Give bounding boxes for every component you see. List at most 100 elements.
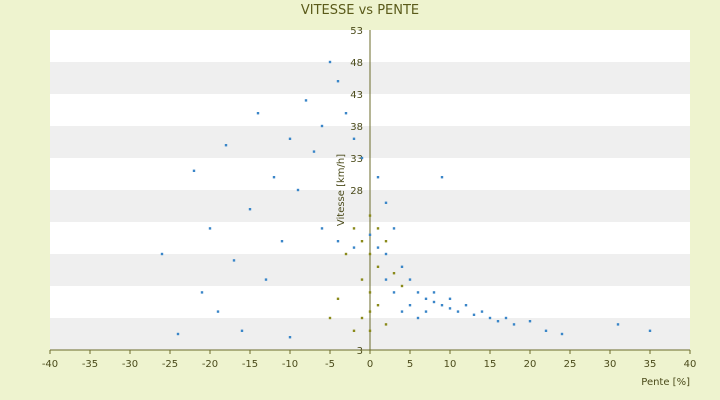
data-point [352, 137, 356, 140]
y-tick-label: 38 [350, 122, 363, 133]
data-point [232, 259, 236, 262]
x-tick-label: -25 [162, 359, 178, 370]
y-axis-label: Vitesse [km/h] [336, 154, 347, 226]
data-point [376, 246, 380, 249]
x-tick-label: 15 [484, 359, 497, 370]
data-point [504, 316, 508, 320]
data-point [320, 124, 324, 128]
x-tick-label: 10 [444, 359, 457, 370]
data-point [280, 240, 284, 243]
data-point [384, 201, 388, 204]
x-tick-label: 0 [367, 359, 373, 370]
data-point [560, 332, 564, 336]
data-point [480, 310, 484, 313]
data-point [368, 310, 372, 313]
data-point [312, 150, 316, 153]
data-point [368, 329, 372, 332]
data-point [288, 336, 292, 339]
x-tick-label: 25 [564, 359, 577, 370]
data-point [392, 272, 396, 275]
data-point [360, 156, 364, 160]
x-tick-label: -10 [282, 359, 298, 370]
data-point [448, 307, 452, 310]
data-point [400, 310, 404, 313]
data-point [408, 304, 412, 307]
data-point [336, 80, 340, 83]
data-point [352, 246, 356, 249]
y-tick-labels: 3 28 33 38 43 48 53 [350, 26, 363, 357]
data-point [368, 291, 372, 294]
data-point [424, 297, 428, 300]
data-point [208, 227, 212, 230]
data-point [472, 313, 476, 316]
data-point [336, 240, 340, 243]
data-point [648, 329, 652, 332]
y-tick-label: 48 [350, 58, 363, 69]
data-point [160, 252, 164, 256]
data-point [216, 310, 220, 313]
x-axis-label: Pente [%] [641, 377, 690, 388]
data-point [384, 240, 388, 243]
data-point [376, 176, 380, 179]
x-axis: -40 -35 -30 -25 -20 -15 -10 -5 0 5 10 15 20 25 30 35 40 [42, 349, 697, 370]
data-point [360, 240, 364, 243]
data-point [488, 316, 492, 320]
x-tick-label: 35 [644, 359, 657, 370]
data-point [432, 300, 436, 304]
x-tick-label: -40 [42, 359, 58, 370]
data-point [528, 320, 532, 323]
x-tick-label: -35 [82, 359, 98, 370]
x-tick-label: 20 [524, 359, 537, 370]
data-point [240, 329, 244, 332]
data-point [544, 329, 548, 332]
data-point [200, 291, 204, 294]
data-point [368, 252, 372, 256]
data-point [328, 316, 332, 320]
data-point [352, 227, 356, 230]
data-point [224, 144, 228, 147]
data-point [392, 291, 396, 294]
x-tick-label: 40 [684, 359, 697, 370]
data-point [448, 297, 452, 300]
data-point [256, 112, 260, 115]
data-point [320, 227, 324, 230]
data-point [336, 297, 340, 300]
data-point [416, 291, 420, 294]
data-point [440, 176, 444, 179]
data-point [424, 310, 428, 313]
data-point [360, 316, 364, 320]
data-point [616, 323, 620, 326]
x-tick-label: 5 [407, 359, 413, 370]
x-tick-label: -20 [202, 359, 218, 370]
data-point [512, 323, 516, 326]
data-point [328, 60, 332, 64]
data-point [432, 291, 436, 294]
data-point [304, 99, 308, 102]
data-point [272, 176, 276, 179]
data-point [392, 227, 396, 230]
data-point [192, 169, 196, 172]
data-point [376, 265, 380, 268]
data-point [352, 329, 356, 332]
data-point [496, 320, 500, 323]
y-tick-label: 28 [350, 186, 363, 197]
data-point [248, 208, 252, 211]
data-point [408, 278, 412, 281]
data-point [368, 233, 372, 236]
data-point [400, 265, 404, 268]
data-point [384, 252, 388, 256]
x-tick-label: -30 [122, 359, 138, 370]
data-point [384, 323, 388, 326]
plot-bands [50, 30, 690, 350]
data-point [264, 278, 268, 281]
x-tick-label: -15 [242, 359, 258, 370]
data-points [160, 60, 652, 339]
data-point [376, 227, 380, 230]
data-point [288, 137, 292, 140]
data-point [368, 214, 372, 217]
data-point [296, 188, 300, 192]
data-point [344, 112, 348, 115]
y-tick-label: 33 [350, 154, 363, 165]
